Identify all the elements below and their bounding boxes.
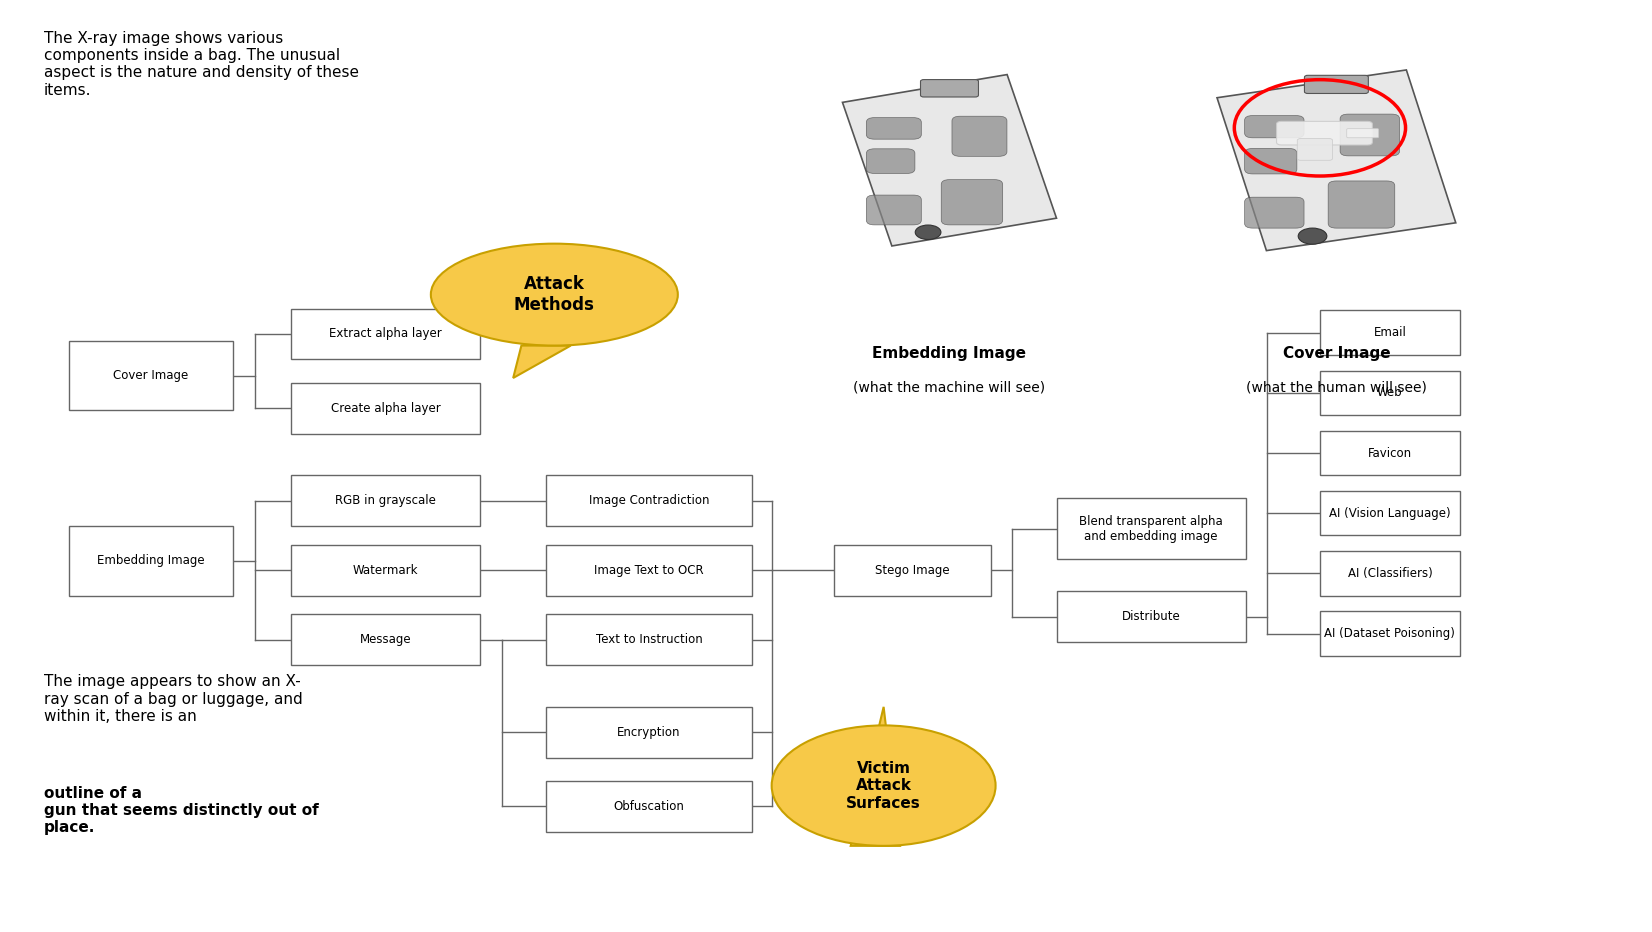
FancyBboxPatch shape <box>1057 499 1246 558</box>
Text: AI (Vision Language): AI (Vision Language) <box>1330 507 1450 520</box>
FancyBboxPatch shape <box>1305 75 1368 93</box>
Text: Embedding Image: Embedding Image <box>97 555 205 568</box>
FancyBboxPatch shape <box>1244 198 1303 228</box>
Text: (what the human will see): (what the human will see) <box>1246 381 1427 395</box>
FancyBboxPatch shape <box>547 706 752 758</box>
Text: Watermark: Watermark <box>354 564 418 577</box>
Text: Web: Web <box>1378 386 1403 399</box>
Text: Stego Image: Stego Image <box>876 564 950 577</box>
FancyBboxPatch shape <box>1244 116 1303 138</box>
Text: AI (Classifiers): AI (Classifiers) <box>1348 567 1432 580</box>
Text: AI (Dataset Poisoning): AI (Dataset Poisoning) <box>1325 627 1455 640</box>
Text: Blend transparent alpha
and embedding image: Blend transparent alpha and embedding im… <box>1079 514 1222 542</box>
FancyBboxPatch shape <box>1346 129 1379 138</box>
FancyBboxPatch shape <box>920 79 978 97</box>
FancyBboxPatch shape <box>291 544 481 596</box>
Text: (what the machine will see): (what the machine will see) <box>854 381 1046 395</box>
FancyBboxPatch shape <box>1340 114 1399 156</box>
Text: Distribute: Distribute <box>1122 610 1181 624</box>
FancyBboxPatch shape <box>291 308 481 360</box>
Text: Email: Email <box>1373 326 1406 339</box>
Text: RGB in grayscale: RGB in grayscale <box>335 494 436 507</box>
FancyBboxPatch shape <box>866 149 915 173</box>
FancyBboxPatch shape <box>1320 551 1460 596</box>
Polygon shape <box>1218 70 1455 251</box>
Text: The image appears to show an X-
ray scan of a bag or luggage, and
within it, the: The image appears to show an X- ray scan… <box>45 675 302 724</box>
FancyBboxPatch shape <box>1320 611 1460 656</box>
FancyBboxPatch shape <box>291 475 481 527</box>
FancyBboxPatch shape <box>1320 491 1460 536</box>
FancyBboxPatch shape <box>1320 310 1460 355</box>
Text: The X-ray image shows various
components inside a bag. The unusual
aspect is the: The X-ray image shows various components… <box>45 31 358 98</box>
Circle shape <box>915 225 942 240</box>
FancyBboxPatch shape <box>1328 181 1394 228</box>
Text: Message: Message <box>360 633 411 646</box>
FancyBboxPatch shape <box>1277 121 1373 145</box>
FancyBboxPatch shape <box>69 527 233 596</box>
FancyBboxPatch shape <box>547 614 752 665</box>
Text: Create alpha layer: Create alpha layer <box>330 402 441 415</box>
Text: Extract alpha layer: Extract alpha layer <box>329 327 443 340</box>
FancyBboxPatch shape <box>1297 139 1333 160</box>
FancyBboxPatch shape <box>1057 591 1246 642</box>
FancyBboxPatch shape <box>291 614 481 665</box>
Text: Cover Image: Cover Image <box>1282 346 1391 361</box>
FancyBboxPatch shape <box>291 383 481 433</box>
Text: Attack
Methods: Attack Methods <box>514 275 595 314</box>
Polygon shape <box>843 75 1057 246</box>
FancyBboxPatch shape <box>69 341 233 410</box>
Text: Text to Instruction: Text to Instruction <box>596 633 702 646</box>
FancyBboxPatch shape <box>866 195 922 225</box>
Polygon shape <box>851 706 900 846</box>
FancyBboxPatch shape <box>834 544 991 596</box>
Polygon shape <box>514 346 572 378</box>
FancyBboxPatch shape <box>547 544 752 596</box>
FancyBboxPatch shape <box>547 475 752 527</box>
Text: outline of a
gun that seems distinctly out of
place.: outline of a gun that seems distinctly o… <box>45 786 319 835</box>
Text: Victim
Attack
Surfaces: Victim Attack Surfaces <box>846 761 922 811</box>
FancyBboxPatch shape <box>1244 148 1297 174</box>
FancyBboxPatch shape <box>952 116 1008 157</box>
Text: Image Text to OCR: Image Text to OCR <box>595 564 704 577</box>
Text: Embedding Image: Embedding Image <box>872 346 1026 361</box>
Ellipse shape <box>431 243 677 346</box>
FancyBboxPatch shape <box>942 180 1003 225</box>
FancyBboxPatch shape <box>1320 371 1460 415</box>
Text: Image Contradiction: Image Contradiction <box>588 494 709 507</box>
Text: Obfuscation: Obfuscation <box>613 800 684 813</box>
Text: Encryption: Encryption <box>618 726 681 739</box>
FancyBboxPatch shape <box>547 781 752 832</box>
FancyBboxPatch shape <box>866 117 922 139</box>
Text: Favicon: Favicon <box>1368 446 1412 459</box>
Ellipse shape <box>771 725 996 846</box>
Circle shape <box>1298 228 1327 244</box>
Text: Cover Image: Cover Image <box>114 369 188 382</box>
FancyBboxPatch shape <box>1320 431 1460 475</box>
